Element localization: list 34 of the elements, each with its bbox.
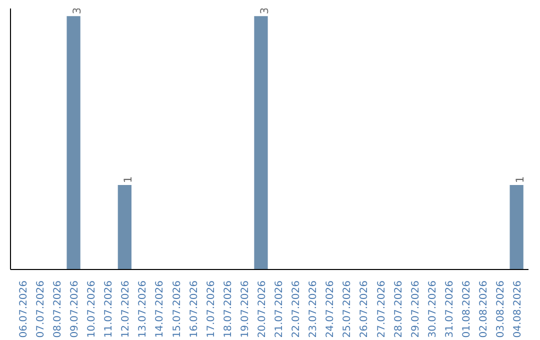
x-tick-label: 17.07.2026 [206, 280, 217, 338]
x-tick-label: 24.07.2026 [325, 280, 336, 338]
x-tick-label: 03.08.2026 [496, 280, 507, 338]
x-tick-label: 01.08.2026 [461, 280, 472, 338]
x-tick-label: 02.08.2026 [478, 280, 490, 338]
x-tick-label: 04.08.2026 [512, 280, 524, 338]
x-tick-label: 20.07.2026 [256, 280, 268, 338]
x-tick-label: 28.07.2026 [393, 280, 404, 338]
data-label: 3 [70, 7, 84, 14]
x-tick-label: 15.07.2026 [172, 280, 183, 338]
x-tick-label: 19.07.2026 [240, 280, 251, 338]
x-tick-label: 18.07.2026 [222, 280, 234, 338]
x-tick-label: 25.07.2026 [342, 280, 354, 338]
x-tick-label: 10.07.2026 [86, 280, 98, 338]
x-tick-label: 29.07.2026 [410, 280, 422, 338]
x-tick-label: 06.07.2026 [18, 280, 30, 338]
x-tick-label: 22.07.2026 [291, 280, 302, 338]
x-tick-label: 21.07.2026 [274, 280, 286, 338]
x-tick-label: 23.07.2026 [308, 280, 320, 338]
x-tick-label: 16.07.2026 [188, 280, 200, 338]
x-tick-label: 07.07.2026 [35, 280, 46, 338]
x-tick-label: 26.07.2026 [359, 280, 370, 338]
x-tick-label: 12.07.2026 [120, 280, 132, 338]
data-label: 1 [513, 176, 526, 184]
x-tick-label: 13.07.2026 [138, 280, 149, 338]
data-label: 1 [122, 176, 135, 184]
x-tick-label: 09.07.2026 [70, 280, 81, 338]
x-tick-label: 27.07.2026 [376, 280, 388, 338]
x-tick-label: 31.07.2026 [444, 280, 456, 338]
x-tick-label: 30.07.2026 [427, 280, 438, 338]
x-tick-label: 14.07.2026 [154, 280, 166, 338]
data-label: 3 [258, 7, 271, 14]
x-tick-label: 08.07.2026 [52, 280, 64, 338]
x-tick-label: 11.07.2026 [104, 280, 115, 338]
